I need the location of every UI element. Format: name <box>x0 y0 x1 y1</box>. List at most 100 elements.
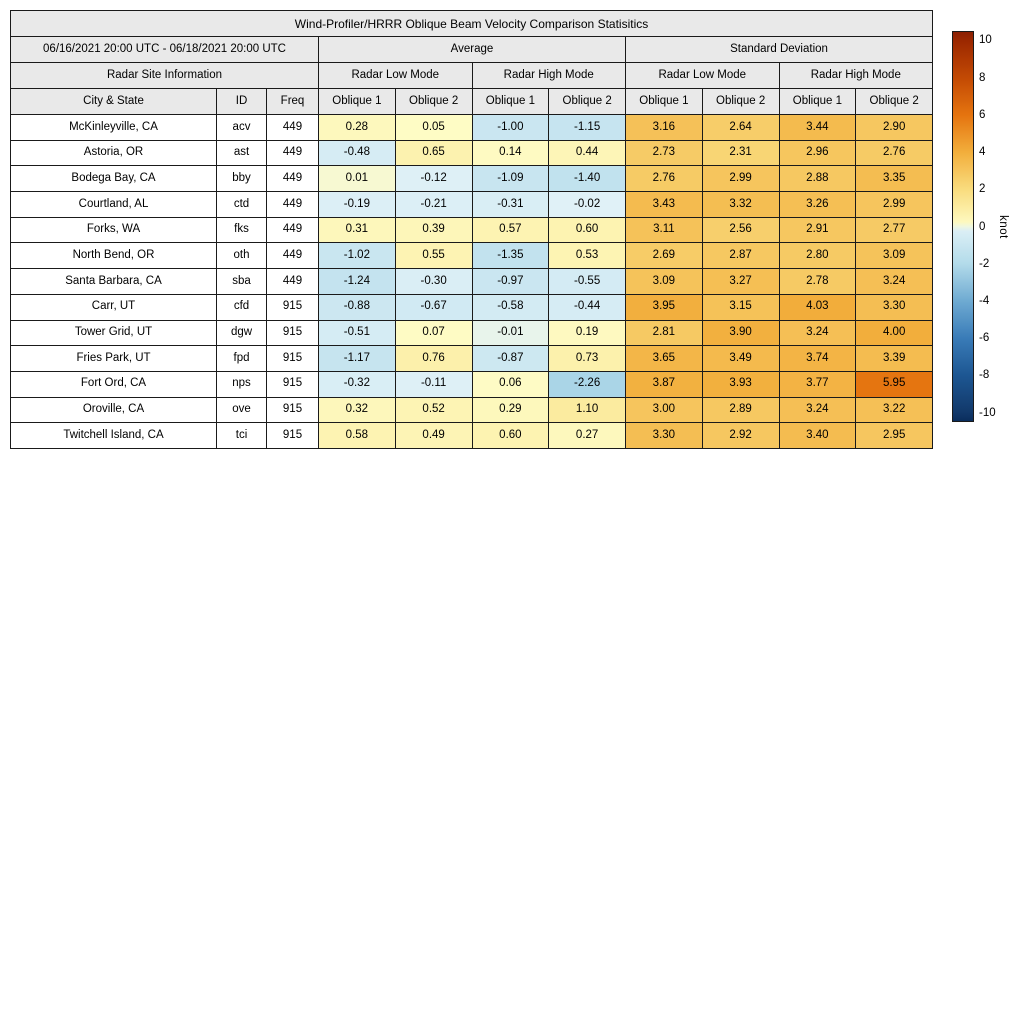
value-cell: 0.07 <box>394 319 473 347</box>
value-cell: 4.03 <box>778 293 857 321</box>
column-header-oblique1: Oblique 1 <box>471 88 550 115</box>
site-id-cell: tci <box>216 422 267 449</box>
value-cell: 3.39 <box>855 345 934 372</box>
value-cell: 2.78 <box>778 268 857 295</box>
value-cell: 3.15 <box>701 293 780 321</box>
value-cell: 2.73 <box>625 139 703 167</box>
value-cell: 2.77 <box>855 216 934 244</box>
city-cell: McKinleyville, CA <box>10 114 217 141</box>
time-period: 06/16/2021 20:00 UTC - 06/18/2021 20:00 … <box>10 36 319 63</box>
site-id-cell: sba <box>216 268 267 295</box>
value-cell: 0.58 <box>318 422 396 449</box>
value-cell: 3.24 <box>778 319 857 347</box>
value-cell: 3.30 <box>855 293 934 321</box>
site-id-cell: cfd <box>216 293 267 321</box>
city-cell: Forks, WA <box>10 216 217 244</box>
value-cell: 0.44 <box>548 139 626 167</box>
freq-cell: 915 <box>266 422 319 449</box>
value-cell: -1.02 <box>318 242 396 270</box>
value-cell: 0.19 <box>548 319 626 347</box>
value-cell: 2.95 <box>855 422 934 449</box>
table-row: Forks, WA fks 449 0.31 0.39 0.57 0.60 3.11 2.56 2… <box>10 216 934 244</box>
value-cell: 2.89 <box>701 396 780 424</box>
site-id-cell: bby <box>216 165 267 193</box>
column-header-oblique2: Oblique 2 <box>548 88 626 115</box>
colorbar-tick-label: 2 <box>979 183 986 196</box>
freq-cell: 449 <box>266 268 319 295</box>
value-cell: -1.15 <box>548 114 626 141</box>
value-cell: 3.11 <box>625 216 703 244</box>
comparison-statistics-table: Wind-Profiler/HRRR Oblique Beam Velocity… <box>9 10 934 449</box>
table-row: McKinleyville, CA acv 449 0.28 0.05 -1.00 -1.1… <box>10 114 934 141</box>
value-cell: -0.30 <box>394 268 473 295</box>
colorbar-tick-label: 0 <box>979 220 986 233</box>
colorbar-gradient <box>952 31 974 422</box>
value-cell: 2.87 <box>701 242 780 270</box>
value-cell: -0.01 <box>471 319 550 347</box>
column-header-oblique2: Oblique 2 <box>855 88 934 115</box>
value-cell: 0.76 <box>394 345 473 372</box>
value-cell: -1.09 <box>471 165 550 193</box>
value-cell: -0.55 <box>548 268 626 295</box>
value-cell: -0.31 <box>471 191 550 218</box>
value-cell: -0.02 <box>548 191 626 218</box>
freq-cell: 915 <box>266 319 319 347</box>
table-row: Tower Grid, UT dgw 915 -0.51 0.07 -0.01 0.19 2.… <box>10 319 934 347</box>
value-cell: -0.67 <box>394 293 473 321</box>
freq-cell: 915 <box>266 345 319 372</box>
column-header-oblique1: Oblique 1 <box>318 88 396 115</box>
value-cell: -1.35 <box>471 242 550 270</box>
value-cell: 2.88 <box>778 165 857 193</box>
column-header-oblique2: Oblique 2 <box>701 88 780 115</box>
freq-cell: 449 <box>266 139 319 167</box>
city-cell: Courtland, AL <box>10 191 217 218</box>
city-cell: Astoria, OR <box>10 139 217 167</box>
value-cell: 3.32 <box>701 191 780 218</box>
value-cell: 0.01 <box>318 165 396 193</box>
value-cell: 0.32 <box>318 396 396 424</box>
city-cell: Fort Ord, CA <box>10 370 217 398</box>
value-cell: 0.60 <box>471 422 550 449</box>
value-cell: 3.49 <box>701 345 780 372</box>
site-id-cell: oth <box>216 242 267 270</box>
value-cell: 0.31 <box>318 216 396 244</box>
value-cell: 0.73 <box>548 345 626 372</box>
value-cell: -0.58 <box>471 293 550 321</box>
value-cell: 3.87 <box>625 370 703 398</box>
value-cell: 3.27 <box>701 268 780 295</box>
value-cell: 3.95 <box>625 293 703 321</box>
value-cell: 3.65 <box>625 345 703 372</box>
value-cell: -0.87 <box>471 345 550 372</box>
value-cell: 3.35 <box>855 165 934 193</box>
value-cell: 2.99 <box>701 165 780 193</box>
value-cell: 0.27 <box>548 422 626 449</box>
value-cell: 1.10 <box>548 396 626 424</box>
column-header-oblique2: Oblique 2 <box>394 88 473 115</box>
value-cell: -0.44 <box>548 293 626 321</box>
value-cell: 0.57 <box>471 216 550 244</box>
value-cell: 0.29 <box>471 396 550 424</box>
value-cell: -0.88 <box>318 293 396 321</box>
group-header-standard-deviation: Standard Deviation <box>624 36 934 63</box>
table-row: North Bend, OR oth 449 -1.02 0.55 -1.35 0.53 2.… <box>10 242 934 270</box>
value-cell: 0.60 <box>548 216 626 244</box>
group-header-average: Average <box>318 36 626 63</box>
value-cell: 2.56 <box>701 216 780 244</box>
value-cell: -0.19 <box>318 191 396 218</box>
city-cell: North Bend, OR <box>10 242 217 270</box>
city-cell: Bodega Bay, CA <box>10 165 217 193</box>
city-cell: Oroville, CA <box>10 396 217 424</box>
value-cell: -1.17 <box>318 345 396 372</box>
freq-cell: 449 <box>266 191 319 218</box>
site-id-cell: ctd <box>216 191 267 218</box>
value-cell: 2.90 <box>855 114 934 141</box>
value-cell: 2.81 <box>625 319 703 347</box>
site-id-cell: ast <box>216 139 267 167</box>
value-cell: 2.76 <box>625 165 703 193</box>
value-cell: 2.92 <box>701 422 780 449</box>
colorbar-tick-label: -2 <box>979 257 990 270</box>
value-cell: 0.53 <box>548 242 626 270</box>
freq-cell: 449 <box>266 165 319 193</box>
value-cell: 2.64 <box>701 114 780 141</box>
